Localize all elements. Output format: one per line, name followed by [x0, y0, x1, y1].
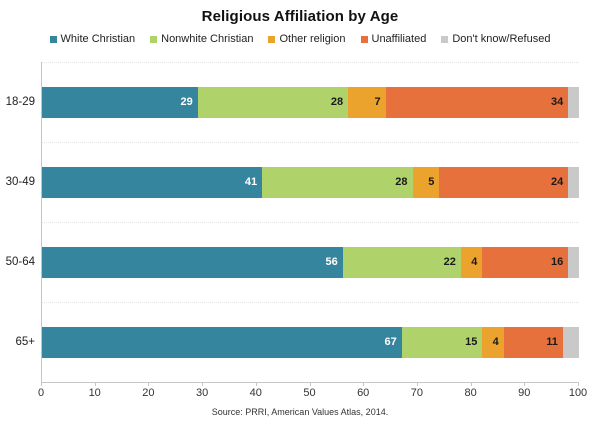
bar-segment: 5 — [412, 166, 440, 198]
gridline — [42, 222, 579, 223]
x-axis-tick-label: 10 — [88, 387, 101, 399]
bar-segment — [568, 86, 579, 118]
legend-swatch-icon — [49, 35, 57, 43]
x-axis-tick-mark — [524, 382, 526, 386]
bar-segment — [568, 166, 579, 198]
legend-item: Unaffiliated — [360, 33, 427, 45]
x-axis-tick-mark — [416, 382, 418, 386]
legend-item: Nonwhite Christian — [150, 33, 253, 45]
x-axis-tick-label: 20 — [142, 387, 155, 399]
bar-segment: 4 — [482, 326, 504, 358]
category-label: 18-29 — [5, 96, 35, 108]
segment-value-label: 11 — [546, 335, 558, 348]
bar-segment: 41 — [42, 166, 263, 198]
bar-row: 29 28 7 34 — [42, 86, 579, 118]
x-axis-tick-mark — [148, 382, 150, 386]
gridline — [42, 302, 579, 303]
x-axis-tick-label: 90 — [518, 387, 531, 399]
plot-area: 29 28 7 34 41 28 5 24 56 22 4 16 67 15 4 11 — [41, 62, 579, 383]
bar-segment: 29 — [42, 86, 198, 118]
segment-value-label: 24 — [550, 175, 564, 188]
segment-value-label: 28 — [395, 175, 408, 188]
bar-row: 67 15 4 11 — [42, 326, 579, 358]
bar-segment: 4 — [460, 246, 483, 278]
segment-value-label: 7 — [374, 95, 381, 108]
legend-label: Don't know/Refused — [452, 33, 551, 45]
segment-value-label: 56 — [325, 255, 338, 268]
x-axis-tick-label: 0 — [37, 387, 45, 399]
legend-swatch-icon — [268, 35, 276, 43]
legend-swatch-icon — [360, 35, 368, 43]
bar-segment: 7 — [348, 86, 386, 118]
bar-segment: 34 — [385, 86, 569, 118]
segment-value-label: 34 — [550, 95, 564, 108]
bar-segment: 11 — [503, 326, 563, 358]
x-axis-tick-mark — [309, 382, 311, 386]
bar-segment: 28 — [262, 166, 413, 198]
x-axis-tick-mark — [578, 382, 579, 386]
legend-label: Unaffiliated — [371, 33, 427, 45]
legend-swatch-icon — [150, 35, 158, 43]
segment-value-label: 16 — [550, 255, 564, 268]
segment-value-label: 5 — [428, 175, 435, 188]
category-label: 65+ — [15, 336, 35, 348]
x-axis-tick-label: 70 — [410, 387, 424, 399]
x-axis-tick-mark — [470, 382, 472, 386]
category-label: 50-64 — [5, 256, 35, 268]
bar-segment: 28 — [197, 86, 349, 118]
x-axis-tick-mark — [202, 382, 204, 386]
x-axis-tick-label: 80 — [464, 387, 477, 399]
bar-segment: 67 — [42, 326, 402, 358]
x-axis-tick-mark — [255, 382, 257, 386]
segment-value-label: 67 — [384, 335, 397, 348]
segment-value-label: 4 — [492, 335, 499, 348]
x-axis-tick-label: 40 — [249, 387, 262, 399]
gridline — [42, 62, 579, 63]
legend-item: Other religion — [268, 33, 346, 45]
chart-title: Religious Affiliation by Age — [201, 8, 399, 25]
segment-value-label: 29 — [180, 95, 193, 108]
x-axis-tick-label: 50 — [303, 387, 316, 399]
legend-swatch-icon — [441, 35, 449, 43]
bar-row: 56 22 4 16 — [42, 246, 579, 278]
bar-segment: 56 — [42, 246, 343, 278]
bar-row: 41 28 5 24 — [42, 166, 579, 198]
bar-segment: 15 — [401, 326, 483, 358]
bar-segment — [562, 326, 579, 358]
x-axis-tick-mark — [94, 382, 96, 386]
segment-value-label: 22 — [443, 255, 456, 268]
x-axis-tick-mark — [41, 382, 42, 386]
source-note: Source: PRRI, American Values Atlas, 201… — [211, 407, 389, 417]
segment-value-label: 41 — [244, 175, 258, 188]
category-label: 30-49 — [5, 176, 35, 188]
legend-item: White Christian — [49, 33, 136, 45]
legend-label: Nonwhite Christian — [161, 33, 254, 45]
x-axis-tick-label: 100 — [568, 387, 588, 399]
x-axis-tick-label: 30 — [195, 387, 209, 399]
bar-segment: 24 — [439, 166, 569, 198]
legend: White Christian Nonwhite Christian Other r… — [0, 33, 600, 45]
legend-label: Other religion — [279, 33, 346, 45]
segment-value-label: 15 — [465, 335, 478, 348]
bar-segment: 22 — [342, 246, 461, 278]
legend-label: White Christian — [60, 33, 136, 45]
x-axis-tick-mark — [363, 382, 365, 386]
bar-segment — [568, 246, 579, 278]
gridline — [42, 142, 579, 143]
segment-value-label: 28 — [330, 95, 344, 108]
segment-value-label: 4 — [471, 255, 478, 268]
bar-segment: 16 — [482, 246, 569, 278]
legend-item: Don't know/Refused — [441, 33, 550, 45]
x-axis-tick-label: 60 — [357, 387, 370, 399]
